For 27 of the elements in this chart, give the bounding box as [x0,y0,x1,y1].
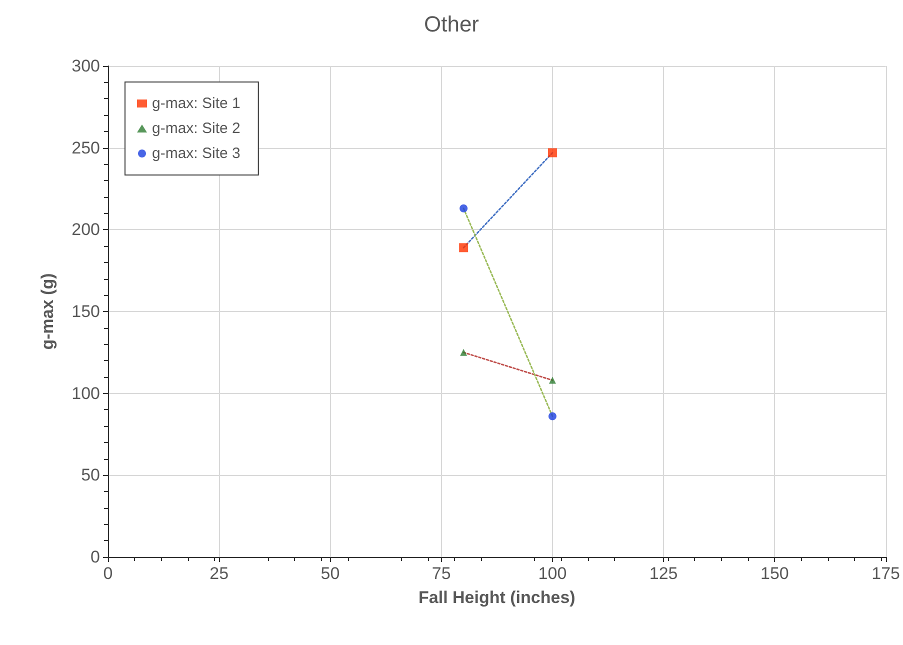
legend-label: g-max: Site 3 [152,145,240,162]
x-axis-title: Fall Height (inches) [418,588,576,607]
y-tick-label: 150 [72,302,100,321]
y-tick-label: 100 [72,384,100,403]
y-tick-label: 0 [90,548,100,566]
x-tick-label: 100 [538,564,567,583]
x-tick-label: 175 [872,564,900,583]
x-tick-label: 150 [760,564,789,583]
y-tick-label: 200 [72,220,100,240]
point [460,348,468,356]
x-tick-label: 0 [103,564,113,583]
legend-label: g-max: Site 1 [152,95,240,112]
point [459,243,468,252]
point [548,148,557,158]
point [460,204,468,212]
y-tick-label: 250 [72,138,100,158]
point [548,412,556,420]
y-tick-label: 50 [81,466,100,485]
x-tick-label: 25 [210,564,229,583]
y-tick-label: 300 [72,56,100,76]
x-tick-label: 125 [649,564,678,583]
chart-title: Other [424,12,480,36]
point [548,376,556,384]
y-axis-title: g-max (g) [38,273,57,350]
x-tick-label: 50 [320,564,340,583]
x-tick-label: 75 [432,564,451,583]
legend-label: g-max: Site 2 [152,120,240,137]
